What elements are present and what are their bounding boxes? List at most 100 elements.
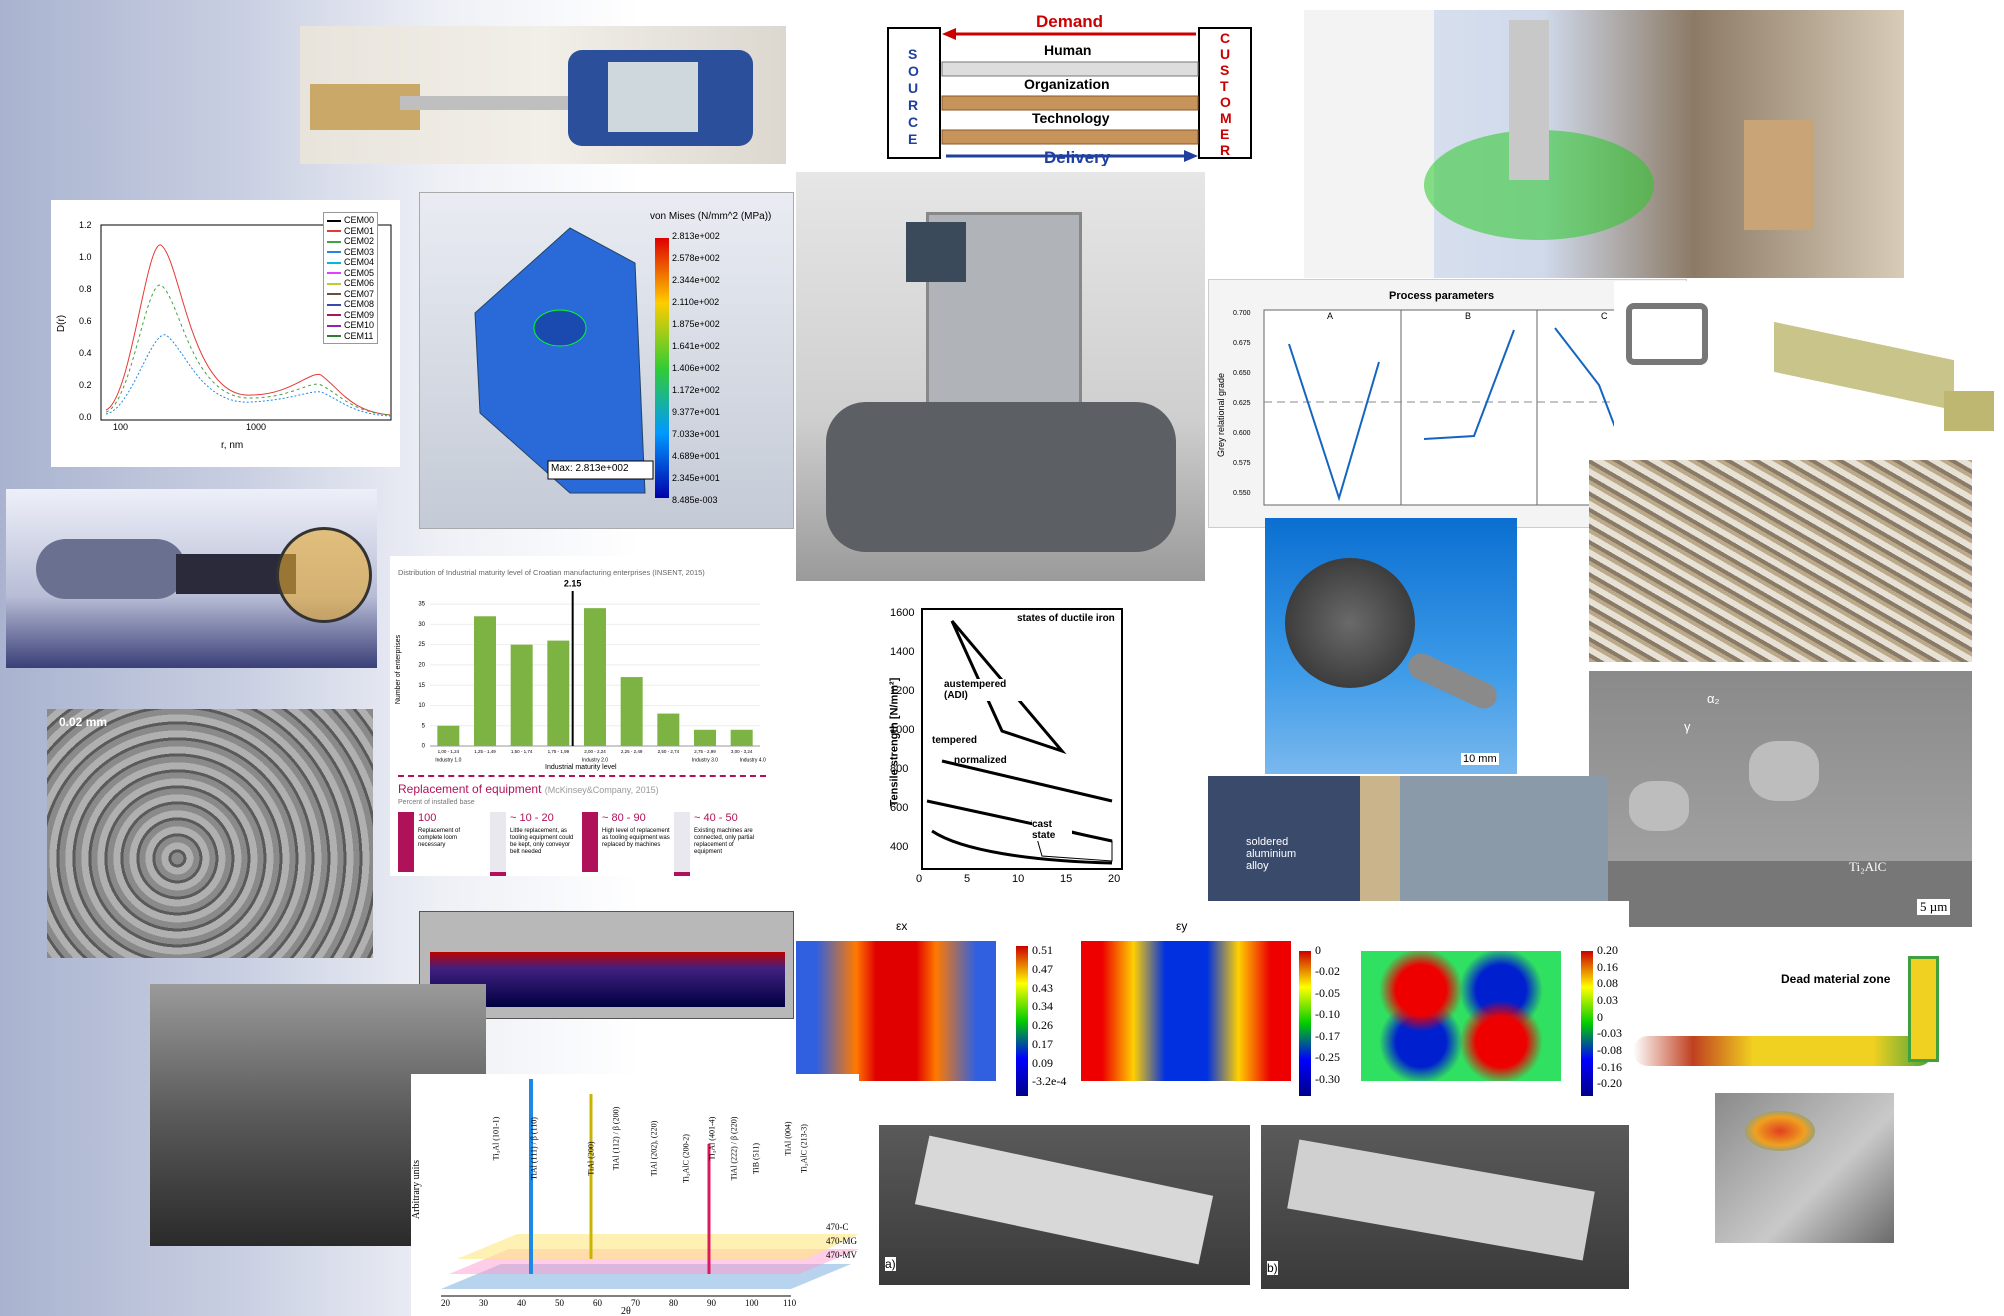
facet-label: B bbox=[1465, 311, 1472, 321]
legend-swatch bbox=[327, 293, 341, 296]
xrd-svg bbox=[441, 1079, 859, 1297]
series-label: 470-C bbox=[826, 1222, 849, 1232]
group-label: Industry 1.0 bbox=[435, 757, 461, 763]
x-tick-label: 20 bbox=[1108, 873, 1121, 885]
legend-value: 2.345e+001 bbox=[672, 473, 720, 483]
legend-label: CEM07 bbox=[344, 288, 375, 299]
colorbar-label: 0.34 bbox=[1032, 999, 1053, 1014]
y-tick-label: 1000 bbox=[890, 724, 915, 736]
layer-label: Organization bbox=[1024, 76, 1110, 92]
x-tick-label: 30 bbox=[479, 1298, 488, 1308]
legend-label: CEM11 bbox=[344, 330, 374, 341]
y-axis-label: Grey relational grade bbox=[1216, 372, 1227, 458]
legend-swatch bbox=[327, 219, 341, 222]
y-tick-label: 0.600 bbox=[1233, 430, 1251, 437]
tensile-chart: Tensile strength [N/mm²] 1600 1400 1200 100… bbox=[882, 601, 1138, 901]
legend-label: CEM09 bbox=[344, 309, 375, 320]
colorbar-label: -3.2e-4 bbox=[1032, 1074, 1067, 1089]
annotation: normalized bbox=[954, 755, 1007, 766]
colorbar-label: -0.05 bbox=[1315, 985, 1340, 1000]
peak-label: Ti₂AlC (213-3) bbox=[799, 1124, 809, 1173]
colorbar-label: -0.25 bbox=[1315, 1050, 1340, 1065]
legend-value: 9.377e+001 bbox=[672, 407, 720, 417]
x-tick-label: 1,50 - 1,74 bbox=[511, 749, 533, 754]
card-value: 100 bbox=[418, 812, 437, 824]
panel-label: b) bbox=[1267, 1261, 1278, 1275]
y-tick-label: 0.0 bbox=[79, 412, 92, 422]
legend-label: CEM02 bbox=[344, 236, 375, 246]
legend-swatch bbox=[327, 314, 341, 317]
sem-micrograph: 0.02 mm bbox=[47, 709, 373, 958]
legend-swatch bbox=[327, 324, 341, 327]
legend-entry: CEM01 bbox=[327, 226, 374, 237]
facet-label: A bbox=[1327, 311, 1334, 321]
bar bbox=[620, 677, 643, 746]
card-value: ~ 80 - 90 bbox=[602, 812, 646, 824]
annotation: states of ductile iron bbox=[1017, 613, 1115, 624]
card-text: Replacement of complete loom necessary bbox=[418, 828, 461, 848]
tensile-svg bbox=[921, 608, 1123, 870]
legend-value: 2.110e+002 bbox=[672, 297, 720, 307]
card-text: Little replacement, as tooling equipment… bbox=[510, 828, 574, 855]
colorbar-label: -0.16 bbox=[1597, 1059, 1622, 1074]
peak-label: TiAl (202), (220) bbox=[649, 1120, 659, 1177]
y-tick-label: 0.625 bbox=[1233, 400, 1251, 407]
y-tick-label: 0.700 bbox=[1233, 310, 1251, 317]
simulation-strip bbox=[419, 911, 794, 1019]
legend-entry: CEM05 bbox=[327, 268, 374, 279]
propeller-cad bbox=[6, 489, 377, 668]
maturity-panel: 0 5 10 15 20 25 30 35 1,00 - 1,24 1,25 - 1,49 1,50… bbox=[390, 556, 773, 876]
y-tick-label: 0.4 bbox=[79, 348, 92, 358]
legend-label: CEM06 bbox=[344, 278, 375, 288]
xray-a: a) bbox=[879, 1125, 1250, 1285]
x-tick-label: 10 bbox=[1012, 873, 1025, 885]
legend-entry: CEM08 bbox=[327, 299, 374, 310]
bar bbox=[694, 729, 716, 746]
x-tick-label: 1,75 - 1,99 bbox=[548, 749, 570, 754]
sem-alpha2: α₂ γ Ti₂AlC 5 µm bbox=[1589, 671, 1972, 927]
legend-value: 1.406e+002 bbox=[672, 363, 720, 373]
peak-label: TiAl (111) / β (110) bbox=[529, 1117, 539, 1180]
layer-label: Human bbox=[1044, 42, 1092, 58]
x-tick-label: 3,00 - 3,24 bbox=[731, 749, 753, 754]
dead-zone-photo: Dead material zone bbox=[1623, 946, 1962, 1087]
annotation: Dead material zone bbox=[1779, 970, 1893, 988]
legend-label: CEM05 bbox=[344, 267, 375, 278]
y-axis-label: Number of enterprises bbox=[395, 634, 403, 705]
colorbar-label: -0.08 bbox=[1597, 1043, 1622, 1057]
photo-label: soldered aluminium alloy bbox=[1246, 836, 1297, 872]
legend-value: 8.485e-003 bbox=[672, 495, 718, 505]
legend-label: CEM03 bbox=[344, 246, 375, 257]
legend: CEM00 CEM01 CEM02 CEM03 CEM04 CEM05 CEM06 CEM07… bbox=[323, 212, 379, 344]
y-tick-label: 0.675 bbox=[1233, 340, 1251, 347]
colorbar-label: 0.47 bbox=[1032, 961, 1053, 976]
bar bbox=[547, 640, 570, 746]
x-tick-label: 15 bbox=[1060, 873, 1073, 885]
annotation: austempered (ADI) bbox=[944, 679, 1029, 701]
y-tick-label: 1.2 bbox=[79, 220, 92, 230]
legend-entry: CEM00 bbox=[327, 215, 374, 226]
section-title-text: Replacement of equipment bbox=[398, 782, 542, 796]
x-tick-label: 1,25 - 1,49 bbox=[474, 749, 496, 754]
xray-b: b) bbox=[1261, 1125, 1629, 1289]
colorbar-label: 0.26 bbox=[1032, 1018, 1053, 1032]
chart-title: Distribution of Industrial maturity leve… bbox=[398, 568, 705, 577]
colorbar-label: 0.09 bbox=[1032, 1055, 1053, 1070]
x-tick-label: 2,75 - 2,99 bbox=[694, 749, 716, 754]
y-tick-label: 1200 bbox=[890, 685, 915, 697]
x-tick-label: 110 bbox=[783, 1298, 797, 1308]
colorbar-label: -0.20 bbox=[1597, 1076, 1622, 1091]
colorbar-label: 0.51 bbox=[1032, 943, 1053, 957]
x-tick-label: 5 bbox=[964, 873, 971, 885]
facet-label: C bbox=[1601, 311, 1608, 321]
y-axis-label: D(r) bbox=[56, 314, 68, 333]
card-value: ~ 10 - 20 bbox=[510, 812, 554, 824]
y-tick-label: 0.6 bbox=[79, 316, 92, 326]
legend-swatch bbox=[327, 251, 341, 254]
peak-label: Ti₃Al (101-1) bbox=[491, 1116, 501, 1161]
x-tick-label: 20 bbox=[441, 1298, 450, 1308]
demand-label: Demand bbox=[1036, 12, 1104, 31]
x-tick-label: 50 bbox=[555, 1298, 564, 1308]
legend-label: CEM00 bbox=[344, 215, 375, 225]
